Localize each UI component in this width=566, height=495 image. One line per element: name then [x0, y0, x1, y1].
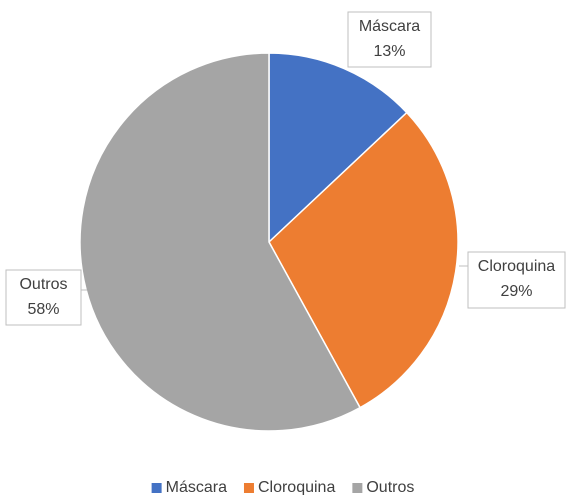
legend-marker	[151, 483, 162, 493]
pie-slice	[268, 111, 459, 409]
legend-marker	[243, 483, 254, 493]
pie-slice	[268, 52, 408, 244]
data-label-value: 29%	[500, 283, 532, 300]
legend-label: Máscara	[166, 479, 227, 495]
legend-marker	[352, 483, 363, 493]
label-box	[467, 251, 566, 309]
data-label-category: Cloroquina	[478, 258, 555, 275]
label-box	[347, 11, 432, 68]
legend-label: Cloroquina	[258, 479, 335, 495]
data-label-value: 58%	[27, 301, 59, 318]
data-label-category: Máscara	[359, 18, 420, 35]
data-label-category: Outros	[19, 276, 67, 293]
label-box	[5, 269, 82, 326]
legend-label: Outros	[366, 479, 414, 495]
pie-slice	[79, 52, 362, 432]
data-label-value: 13%	[373, 43, 405, 60]
